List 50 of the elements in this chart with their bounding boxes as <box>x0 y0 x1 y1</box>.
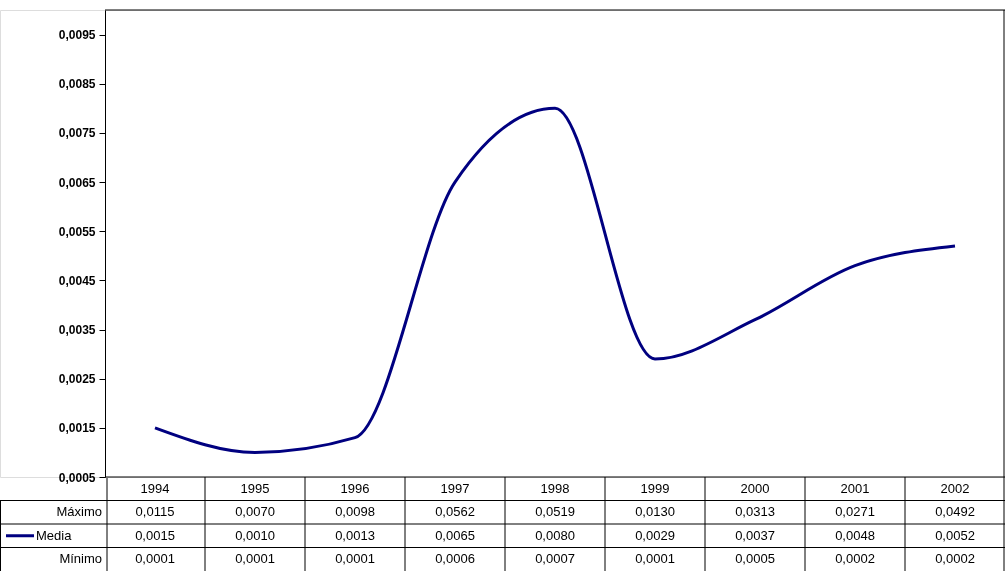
text: 0,0002 <box>835 551 875 567</box>
text: 0,0007 <box>535 551 575 567</box>
text: 0,0070 <box>235 504 275 520</box>
data-label: 0,0037 <box>735 527 775 543</box>
y-tick-label: 0,0035 <box>58 323 96 338</box>
y-tick-label: 0,0045 <box>58 273 96 288</box>
data-label: 0,0052 <box>935 527 975 543</box>
text: 0,0098 <box>335 504 375 520</box>
y-tick-label: 0,0015 <box>58 421 96 436</box>
text: 0,0005 <box>735 551 775 567</box>
y-tick-label: 0,0065 <box>58 175 96 190</box>
text: 0,0130 <box>635 504 675 520</box>
text: 0,0001 <box>235 551 275 567</box>
text: 0,0492 <box>935 504 975 520</box>
text: 0,0006 <box>435 551 475 567</box>
text: 0,0115 <box>135 504 175 520</box>
text: 0,0271 <box>835 504 875 520</box>
x-tick-label: 1996 <box>340 480 370 496</box>
x-tick-label: 1999 <box>640 480 670 496</box>
data-label: 0,0010 <box>235 527 275 543</box>
legend-label: Media <box>36 527 73 543</box>
x-tick-label: 1995 <box>240 480 270 496</box>
y-tick-label: 0,0055 <box>58 224 96 239</box>
data-label: 0,0065 <box>435 527 475 543</box>
text: Mínimo <box>59 551 102 567</box>
text: Máximo <box>56 504 102 520</box>
text: 0,0519 <box>535 504 575 520</box>
x-tick-label: 2000 <box>740 480 770 496</box>
y-tick-label: 0,0085 <box>58 77 96 92</box>
data-label: 0,0013 <box>335 527 375 543</box>
text: 0,0001 <box>135 551 175 567</box>
x-tick-label: 2002 <box>940 480 970 496</box>
data-label: 0,0015 <box>135 527 175 543</box>
data-label: 0,0048 <box>835 527 875 543</box>
y-tick-label: 0,0005 <box>58 470 96 485</box>
text: 0,0313 <box>735 504 775 520</box>
y-tick-label: 0,0095 <box>58 28 96 43</box>
data-label: 0,0080 <box>535 527 575 543</box>
line-series <box>153 106 957 454</box>
x-tick-label: 1998 <box>540 480 570 496</box>
x-tick-label: 2001 <box>840 480 870 496</box>
data-label: 0,0029 <box>635 527 675 543</box>
x-tick-label: 1994 <box>140 480 170 496</box>
text: 0,0001 <box>335 551 375 567</box>
text: 0,0002 <box>935 551 975 567</box>
y-tick-label: 0,0075 <box>58 126 96 141</box>
x-tick-label: 1997 <box>440 480 470 496</box>
text: 0,0001 <box>635 551 675 567</box>
text: 0,0562 <box>435 504 475 520</box>
y-tick-label: 0,0025 <box>58 372 96 387</box>
